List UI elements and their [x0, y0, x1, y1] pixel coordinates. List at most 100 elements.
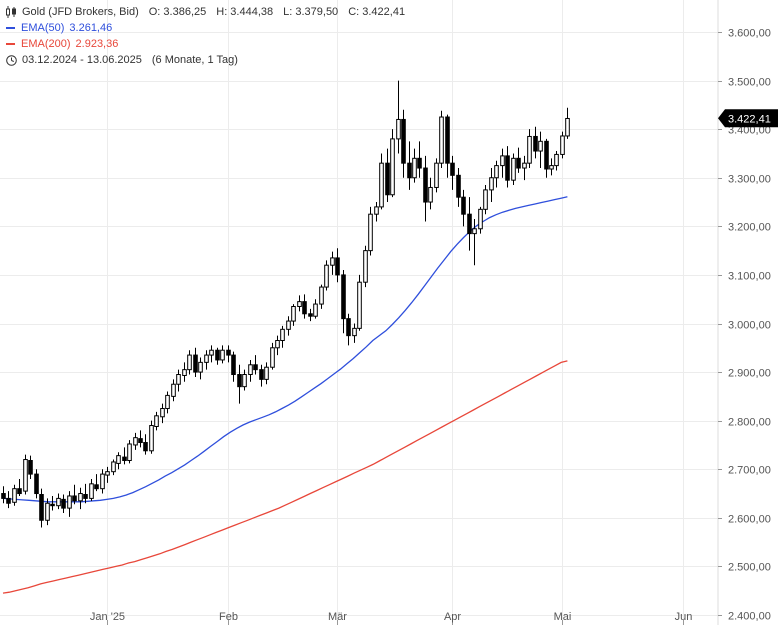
candle-body-up: [313, 303, 318, 317]
candle-body-down: [456, 174, 461, 198]
candle-body-up: [45, 502, 50, 521]
candle: [505, 146, 510, 188]
candle-body-up: [363, 250, 368, 283]
candle: [363, 245, 368, 288]
candle: [434, 158, 439, 193]
candle: [407, 141, 412, 190]
candle: [357, 274, 362, 331]
candle: [12, 484, 17, 506]
candle: [34, 469, 39, 499]
candle: [89, 478, 94, 501]
candle-body-down: [138, 438, 143, 444]
candle-body-up: [494, 165, 499, 179]
candle: [1, 486, 6, 504]
candle-body-up: [549, 165, 554, 170]
candle: [17, 478, 22, 496]
ema50-label: EMA(50): [21, 22, 65, 34]
candle: [516, 147, 521, 173]
candle-body-down: [423, 167, 428, 203]
candle: [280, 325, 285, 348]
x-tick-label: Mai: [554, 611, 572, 623]
candle-body-down: [215, 349, 220, 361]
candle-body-down: [346, 318, 351, 337]
x-tick-label: Feb: [219, 611, 238, 623]
candle: [28, 455, 33, 479]
candle: [401, 109, 406, 178]
candlestick-icon[interactable]: [6, 6, 17, 18]
candle: [341, 270, 346, 334]
candle-body-up: [116, 455, 121, 464]
candle: [72, 484, 77, 505]
candle: [467, 197, 472, 251]
time-axis[interactable]: Jan '25 Feb Mär Apr Mai Jun: [90, 611, 692, 625]
candle-body-down: [193, 354, 198, 373]
candle-body-down: [39, 494, 44, 521]
candle: [472, 219, 477, 266]
candle-body-up: [165, 394, 170, 410]
legend-ema50-row[interactable]: EMA(50) 3.261,46: [6, 20, 405, 36]
candle: [417, 141, 422, 178]
low-value: L: 3.379,50: [283, 6, 339, 18]
legend-period-row: 03.12.2024 - 13.06.2025 (6 Monate, 1 Tag…: [6, 52, 405, 68]
candle-body-up: [368, 213, 373, 252]
candle-body-up: [182, 369, 187, 376]
candle-body-up: [297, 301, 302, 307]
candle: [116, 452, 121, 470]
candle-body-down: [505, 155, 510, 181]
candle: [461, 189, 466, 227]
ema200-line: [2, 360, 568, 594]
y-tick-label: 3.500,00: [728, 77, 771, 89]
candle-body-up: [187, 354, 192, 371]
candle-body-up: [270, 347, 275, 368]
candle: [39, 488, 44, 528]
y-tick-label: 3.400,00: [728, 125, 771, 137]
current-price-badge: 3.422,41: [718, 109, 778, 128]
candle: [335, 248, 340, 283]
ema50-swatch: [6, 27, 15, 29]
legend-ema200-row[interactable]: EMA(200) 2.923,36: [6, 36, 405, 52]
candle: [494, 160, 499, 188]
candle: [83, 483, 88, 504]
ema200-label: EMA(200): [21, 38, 71, 50]
candle-body-up: [89, 483, 94, 499]
candle: [78, 487, 83, 510]
candle-body-up: [439, 116, 444, 164]
candle: [193, 347, 198, 377]
candle: [100, 469, 105, 494]
candle-body-up: [105, 471, 110, 476]
candle: [154, 411, 159, 431]
candle: [565, 107, 570, 139]
ema50-value: 3.261,46: [69, 22, 113, 34]
candle-body-up: [204, 354, 209, 363]
candle: [346, 313, 351, 346]
candle-body-down: [417, 157, 422, 169]
candle-body-up: [489, 177, 494, 191]
candle: [176, 369, 181, 392]
price-axis[interactable]: 2.400,00 2.500,00 2.600,00 2.700,00 2.800,00…: [718, 28, 771, 623]
candle: [198, 357, 203, 380]
y-tick-label: 2.800,00: [728, 417, 771, 429]
x-tick-label: Mär: [328, 611, 347, 623]
candle-body-up: [483, 189, 488, 210]
y-tick-label: 2.500,00: [728, 562, 771, 574]
candle-body-up: [379, 162, 384, 208]
x-tick-label: Jun: [675, 611, 693, 623]
candle: [143, 434, 148, 455]
candle: [275, 335, 280, 356]
candle-body-down: [50, 503, 55, 507]
candle: [489, 168, 494, 203]
candle: [182, 362, 187, 382]
candle: [412, 148, 417, 183]
candle-body-down: [6, 497, 11, 504]
candle: [286, 316, 291, 336]
candle-body-up: [209, 349, 214, 356]
candle: [450, 155, 455, 190]
candle-body-up: [149, 425, 154, 452]
candle-body-up: [560, 135, 565, 155]
date-range: 03.12.2024 - 13.06.2025: [22, 54, 142, 66]
candle-body-up: [100, 473, 105, 490]
candle-body-up: [160, 408, 165, 418]
candle-body-up: [330, 257, 335, 266]
candle-body-up: [23, 459, 28, 492]
